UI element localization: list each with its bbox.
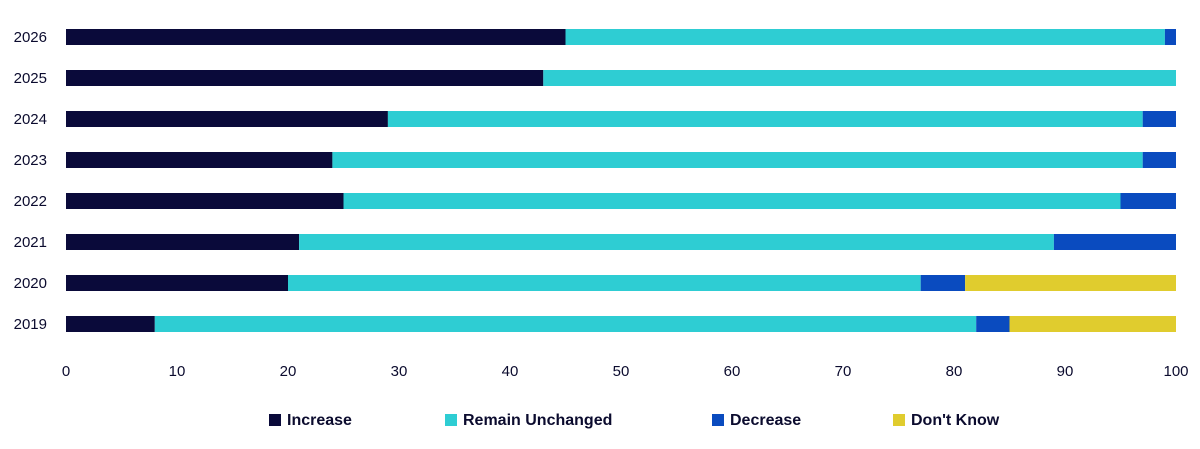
x-tick-label-0: 0 [62, 363, 70, 380]
y-tick-label-2026: 2026 [14, 29, 47, 46]
legend-label-decrease: Decrease [730, 412, 801, 429]
bar-segment-2020-remain-unchanged [288, 275, 921, 291]
y-tick-label-2025: 2025 [14, 70, 47, 87]
y-tick-label-2023: 2023 [14, 152, 47, 169]
x-tick-label-50: 50 [613, 363, 630, 380]
bar-segment-2026-increase [66, 29, 566, 45]
bar-segment-2026-remain-unchanged [565, 29, 1165, 45]
x-tick-label-20: 20 [280, 363, 297, 380]
bar-segment-2024-remain-unchanged [387, 111, 1143, 127]
legend-swatch-don-t-know [893, 414, 905, 426]
bar-segment-2020-increase [66, 275, 288, 291]
legend-label-don-t-know: Don't Know [911, 412, 1000, 429]
bars-layer [66, 29, 1176, 332]
legend-label-increase: Increase [287, 412, 352, 429]
legend-swatch-remain-unchanged [445, 414, 457, 426]
bar-segment-2023-increase [66, 152, 333, 168]
x-tick-label-70: 70 [835, 363, 852, 380]
legend-label-remain-unchanged: Remain Unchanged [463, 412, 612, 429]
bar-segment-2021-increase [66, 234, 300, 250]
bar-segment-2019-don-t-know [1009, 316, 1176, 332]
bar-segment-2021-remain-unchanged [299, 234, 1054, 250]
bar-segment-2020-decrease [920, 275, 966, 291]
bar-segment-2019-increase [66, 316, 155, 332]
y-tick-label-2024: 2024 [14, 111, 47, 128]
y-tick-label-2019: 2019 [14, 316, 47, 333]
y-tick-label-2020: 2020 [14, 275, 47, 292]
bar-segment-2024-decrease [1142, 111, 1176, 127]
y-axis-labels: 2026 2025 2024 2023 2022 2021 2020 2019 [14, 29, 47, 333]
x-tick-label-100: 100 [1163, 363, 1188, 380]
x-tick-label-10: 10 [169, 363, 186, 380]
bar-segment-2022-remain-unchanged [343, 193, 1121, 209]
bar-segment-2022-increase [66, 193, 344, 209]
y-tick-label-2022: 2022 [14, 193, 47, 210]
bar-segment-2025-remain-unchanged [543, 70, 1176, 86]
bar-segment-2021-decrease [1053, 234, 1176, 250]
x-tick-label-30: 30 [391, 363, 408, 380]
y-tick-label-2021: 2021 [14, 234, 47, 251]
bar-segment-2023-decrease [1142, 152, 1176, 168]
bar-segment-2019-remain-unchanged [154, 316, 977, 332]
legend-swatch-increase [269, 414, 281, 426]
x-tick-label-80: 80 [946, 363, 963, 380]
bar-segment-2020-don-t-know [965, 275, 1176, 291]
bar-segment-2019-decrease [976, 316, 1010, 332]
x-tick-label-90: 90 [1057, 363, 1074, 380]
bar-segment-2025-increase [66, 70, 544, 86]
bar-segment-2026-decrease [1164, 29, 1176, 45]
bar-segment-2022-decrease [1120, 193, 1176, 209]
bar-segment-2024-increase [66, 111, 388, 127]
x-tick-label-60: 60 [724, 363, 741, 380]
x-tick-label-40: 40 [502, 363, 519, 380]
bar-segment-2023-remain-unchanged [332, 152, 1143, 168]
legend-swatch-decrease [712, 414, 724, 426]
x-axis-labels: 0 10 20 30 40 50 60 70 80 90 100 [62, 363, 1189, 380]
legend: Increase Remain Unchanged Decrease Don't Kn… [269, 412, 1000, 429]
